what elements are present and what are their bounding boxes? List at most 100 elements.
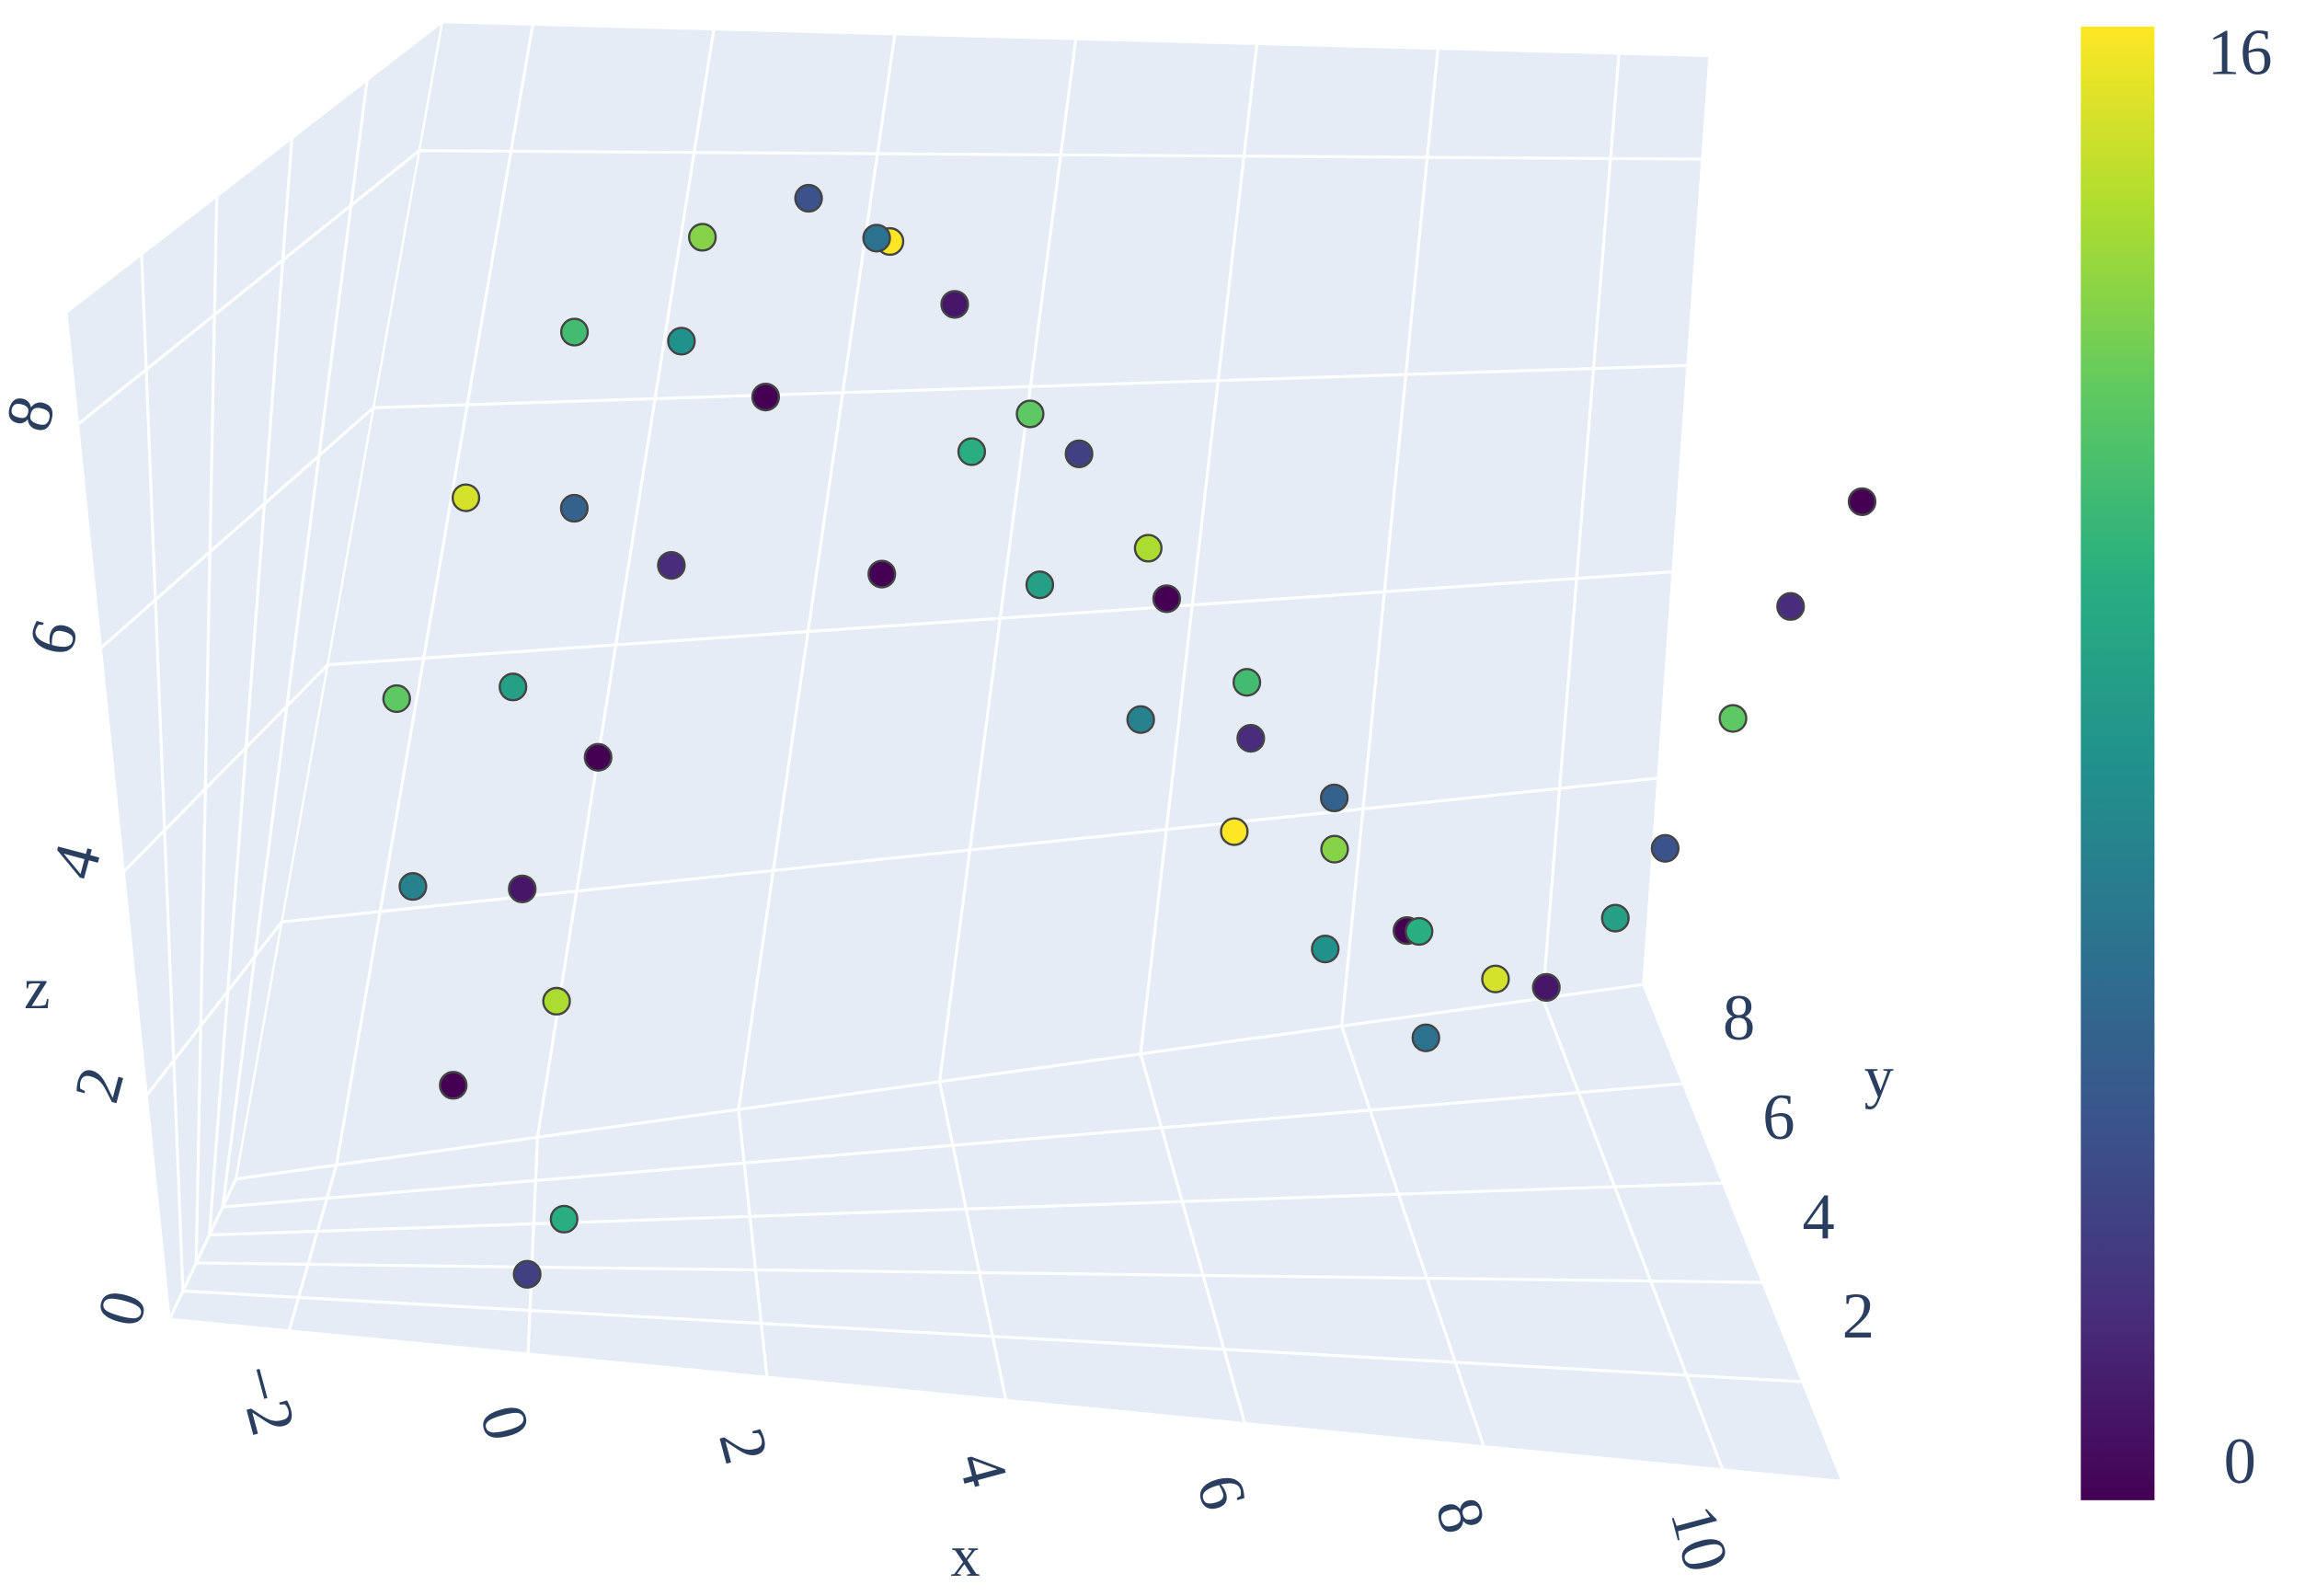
grid-line	[167, 1177, 237, 1320]
point	[382, 683, 411, 714]
grid-line	[140, 254, 185, 1292]
point	[940, 290, 969, 319]
point	[439, 1071, 468, 1100]
grid-line	[1541, 53, 1621, 999]
grid-line	[1139, 1053, 1246, 1424]
point	[398, 872, 428, 901]
grid-line	[222, 1082, 1683, 1209]
point	[657, 550, 686, 580]
points	[382, 183, 1877, 1289]
grid-line	[1340, 48, 1439, 1027]
point	[559, 317, 590, 347]
z-tick-label: 2	[61, 1060, 138, 1109]
point	[559, 493, 589, 523]
grid	[76, 24, 1803, 1471]
point	[1531, 972, 1561, 1003]
z-tick-label: 8	[0, 389, 70, 439]
grid-line	[327, 569, 1673, 667]
point	[1126, 705, 1155, 734]
point	[867, 559, 897, 589]
point	[1232, 668, 1262, 697]
z-axis-title: z	[24, 956, 50, 1021]
grid-line	[209, 1181, 1724, 1237]
grid-line	[535, 29, 716, 1138]
grid-line	[145, 921, 283, 1097]
x-tick-label: −2	[223, 1357, 310, 1442]
point	[508, 874, 537, 903]
point	[1319, 783, 1349, 813]
x-tick-label: 0	[465, 1398, 543, 1448]
x-axis-title: x	[951, 1523, 980, 1589]
grid-line	[1340, 1025, 1485, 1447]
point	[957, 437, 987, 466]
grid-line	[287, 1165, 338, 1331]
point	[1320, 834, 1349, 864]
z-tick-label: 0	[84, 1283, 161, 1333]
grid-line	[737, 1108, 769, 1377]
point	[1776, 591, 1806, 621]
grid-line	[937, 39, 1078, 1083]
point	[1015, 399, 1045, 429]
point	[1847, 487, 1877, 516]
point	[667, 327, 696, 356]
grid-line	[235, 982, 1644, 1181]
grid-line	[1541, 997, 1725, 1471]
point	[1481, 964, 1510, 993]
point	[512, 1259, 542, 1289]
scene-panels	[65, 19, 1844, 1483]
point	[688, 223, 717, 252]
z-tick-label: 4	[38, 836, 115, 886]
point	[542, 986, 571, 1016]
grid-line	[208, 138, 294, 1235]
grid-line	[182, 1289, 1803, 1384]
y-tick-label: 6	[1762, 1082, 1795, 1154]
point	[1650, 833, 1680, 863]
grid-line	[194, 196, 219, 1263]
point	[862, 224, 891, 253]
point	[1152, 584, 1182, 614]
grid-line	[335, 24, 534, 1165]
point	[1311, 934, 1340, 964]
x-tick-label: 10	[1657, 1498, 1743, 1579]
grid-line	[373, 363, 1688, 409]
grid-line	[937, 1081, 1008, 1401]
grid-line	[221, 79, 369, 1208]
point	[1600, 903, 1630, 933]
colorbar-gradient	[2081, 26, 2155, 1500]
point	[1064, 439, 1094, 468]
x-tick-label: 4	[944, 1444, 1021, 1494]
point	[451, 483, 481, 512]
y-tick-label: 8	[1723, 982, 1755, 1054]
point	[1405, 916, 1434, 947]
grid-line	[1139, 43, 1259, 1054]
colorbar-tick-label: 16	[2208, 17, 2272, 88]
grid-line	[122, 663, 329, 873]
point	[794, 183, 823, 213]
point	[751, 382, 781, 412]
colorbar: 0 16	[2081, 17, 2273, 1500]
point	[499, 672, 528, 702]
grid-line	[99, 407, 375, 649]
y-tick-label: 4	[1803, 1181, 1835, 1253]
colorbar-tick-label: 0	[2224, 1426, 2256, 1498]
point	[1133, 534, 1163, 563]
point	[1236, 724, 1266, 753]
x-tick-label: 8	[1421, 1490, 1498, 1540]
z-tick-label: 6	[15, 613, 92, 662]
grid-line	[737, 33, 897, 1110]
grid-line	[419, 149, 1703, 161]
point	[549, 1204, 579, 1234]
x-tick-label: 2	[705, 1421, 782, 1471]
point	[1025, 570, 1055, 600]
point	[1220, 817, 1249, 846]
grid-line	[526, 1137, 539, 1354]
y-axis-title: y	[1864, 1044, 1894, 1109]
grid-line	[196, 1261, 1763, 1284]
y-tick-label: 2	[1842, 1280, 1875, 1352]
grid-line	[76, 149, 420, 426]
point	[1411, 1023, 1440, 1052]
point	[583, 742, 613, 772]
x-tick-label: 6	[1183, 1467, 1260, 1517]
point	[1718, 704, 1748, 733]
